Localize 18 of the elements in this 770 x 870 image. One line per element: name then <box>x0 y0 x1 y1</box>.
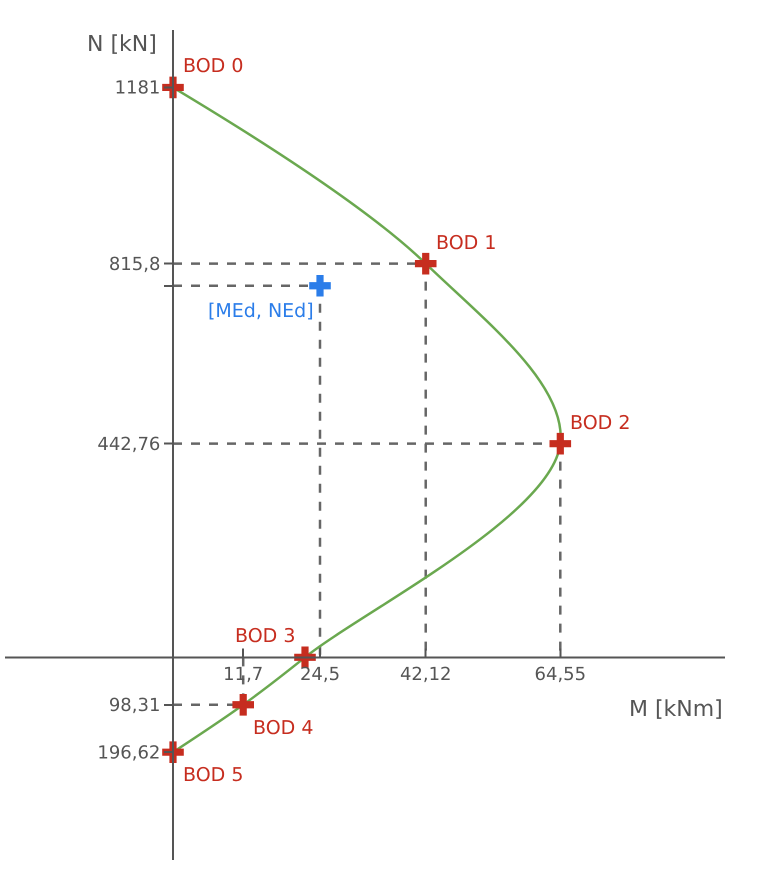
annotation: [MEd, NEd] <box>208 300 314 322</box>
annotation: BOD 2 <box>570 412 630 434</box>
y-tick-label: 815,8 <box>108 254 160 275</box>
x-tick-label: 64,55 <box>534 664 586 685</box>
y-axis-title: N [kN] <box>87 32 157 57</box>
x-tick-label: 11,7 <box>223 664 264 685</box>
annotation: BOD 5 <box>183 764 244 786</box>
x-axis-title: M [kNm] <box>629 697 723 722</box>
annotation: BOD 1 <box>436 232 496 254</box>
x-tick-label: 42,12 <box>400 664 452 685</box>
annotation: BOD 0 <box>183 55 244 77</box>
x-tick-label: 24,5 <box>300 664 340 685</box>
y-tick-label: 196,62 <box>97 742 160 764</box>
y-tick-label: 98,31 <box>108 695 160 716</box>
annotation: BOD 4 <box>253 717 314 739</box>
y-tick-label: 1181 <box>114 78 160 99</box>
annotation: BOD 3 <box>235 625 296 647</box>
y-tick-label: 442,76 <box>97 434 160 455</box>
